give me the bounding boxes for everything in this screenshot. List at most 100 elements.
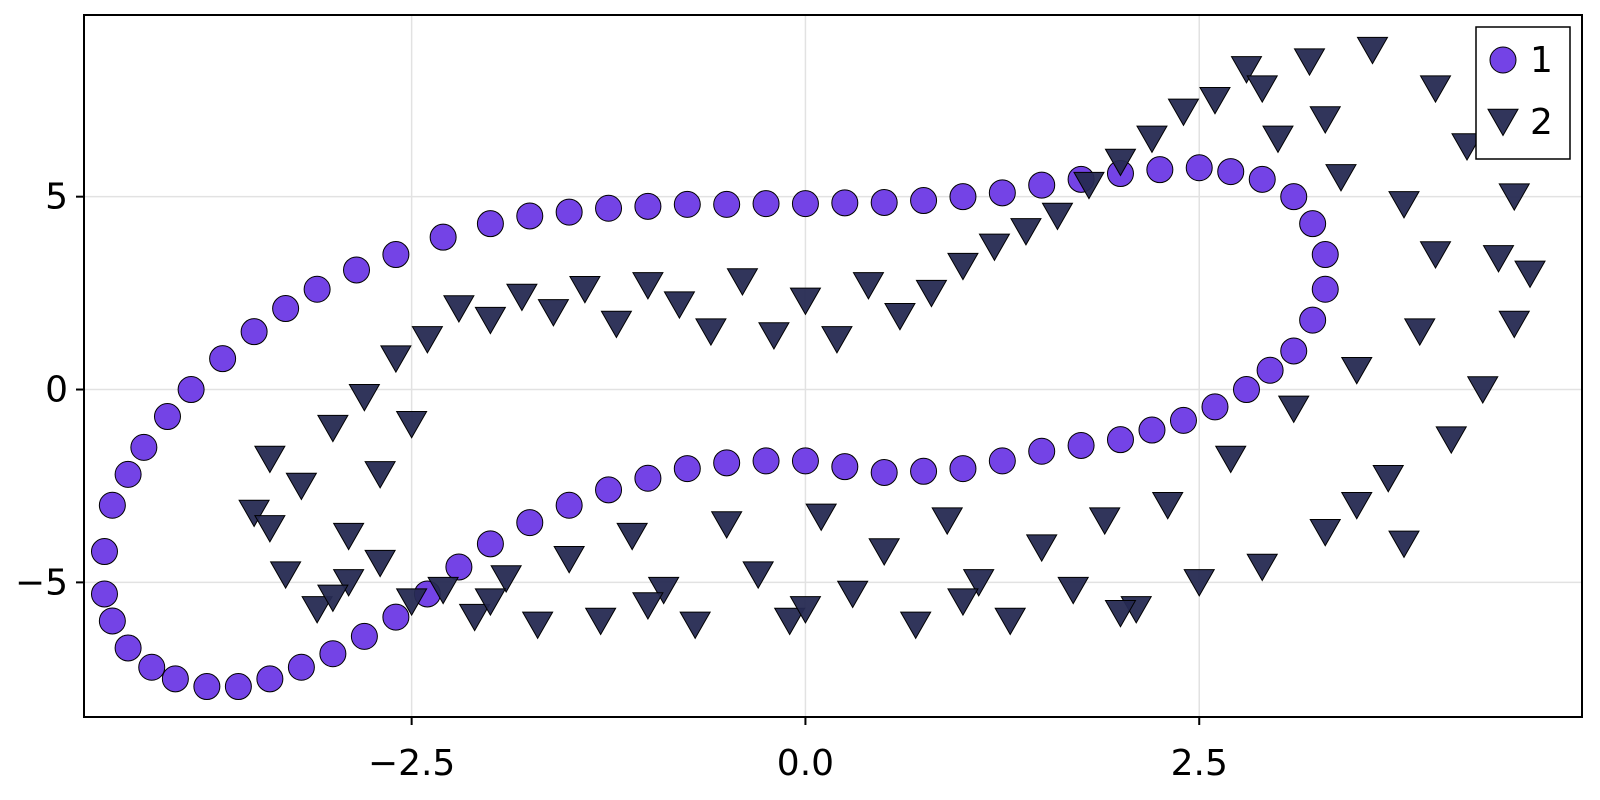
point xyxy=(1010,218,1042,246)
point xyxy=(1104,148,1137,177)
point xyxy=(272,295,300,323)
point xyxy=(1106,426,1134,454)
point xyxy=(1256,356,1284,384)
point xyxy=(474,588,507,617)
point xyxy=(476,210,504,238)
point xyxy=(269,561,302,590)
point xyxy=(555,198,583,226)
point xyxy=(1340,491,1373,520)
point xyxy=(910,187,938,215)
point xyxy=(114,460,142,488)
point xyxy=(899,611,932,640)
point xyxy=(1435,426,1468,455)
point xyxy=(1201,393,1229,421)
point xyxy=(516,202,544,230)
point xyxy=(1388,530,1420,559)
point xyxy=(1419,75,1452,104)
point xyxy=(758,322,790,351)
point xyxy=(90,580,118,608)
point xyxy=(382,241,410,269)
point xyxy=(805,503,838,532)
point xyxy=(1136,125,1168,154)
point xyxy=(1311,241,1339,269)
point xyxy=(1246,553,1279,582)
point xyxy=(915,279,948,308)
point xyxy=(90,538,118,566)
point xyxy=(1293,48,1326,77)
point xyxy=(1232,376,1260,404)
point xyxy=(884,302,916,331)
point xyxy=(931,507,964,536)
point xyxy=(789,287,822,316)
point xyxy=(1073,171,1105,200)
point xyxy=(285,472,318,501)
point xyxy=(555,491,583,519)
point xyxy=(350,622,378,650)
point xyxy=(443,295,475,324)
point xyxy=(1309,518,1342,547)
y-tick-label: 5 xyxy=(45,177,68,218)
point xyxy=(791,447,819,475)
point xyxy=(1146,156,1174,184)
point xyxy=(695,318,727,347)
point xyxy=(988,447,1016,475)
legend-marker xyxy=(1489,46,1517,74)
ticks: −2.5 0.0 2.5 −5 0 5 xyxy=(15,177,1228,784)
point xyxy=(303,275,331,303)
point xyxy=(962,569,995,597)
point xyxy=(1138,416,1166,444)
point xyxy=(679,611,712,640)
point xyxy=(161,665,189,693)
point xyxy=(317,414,349,443)
point xyxy=(1419,241,1452,270)
point xyxy=(1451,133,1483,162)
point xyxy=(616,522,649,551)
point xyxy=(1299,210,1327,238)
point xyxy=(516,509,544,537)
point xyxy=(301,596,333,624)
point xyxy=(1183,569,1216,597)
point xyxy=(634,464,662,492)
point xyxy=(1514,260,1546,289)
point xyxy=(595,476,623,504)
point xyxy=(287,653,315,681)
point xyxy=(752,190,780,218)
y-tick-label: −5 xyxy=(15,562,68,603)
point xyxy=(114,634,142,662)
point xyxy=(1309,106,1342,135)
point xyxy=(332,569,365,597)
x-tick-label: −2.5 xyxy=(368,743,455,784)
point xyxy=(1498,183,1531,212)
point xyxy=(1041,202,1074,231)
point xyxy=(521,611,554,640)
point xyxy=(254,445,286,474)
point xyxy=(1088,507,1121,536)
point xyxy=(364,549,396,578)
point xyxy=(742,561,775,590)
point xyxy=(130,433,158,461)
point xyxy=(490,565,523,594)
point xyxy=(382,603,410,631)
point xyxy=(1057,576,1090,605)
point xyxy=(821,326,853,354)
point xyxy=(506,283,538,312)
point xyxy=(713,190,741,218)
point xyxy=(474,306,507,335)
point xyxy=(988,179,1016,207)
point xyxy=(1388,191,1420,219)
point xyxy=(1167,98,1200,127)
point xyxy=(193,673,221,701)
point xyxy=(632,592,664,621)
point xyxy=(240,318,268,346)
point xyxy=(429,223,457,251)
point xyxy=(1466,376,1499,405)
point xyxy=(553,545,586,574)
point xyxy=(1248,165,1276,193)
y-tick-label: 0 xyxy=(45,370,68,411)
point xyxy=(1067,431,1095,459)
point xyxy=(256,665,284,693)
point xyxy=(1482,245,1515,273)
point xyxy=(411,326,444,354)
point xyxy=(395,410,428,439)
point xyxy=(663,291,696,320)
